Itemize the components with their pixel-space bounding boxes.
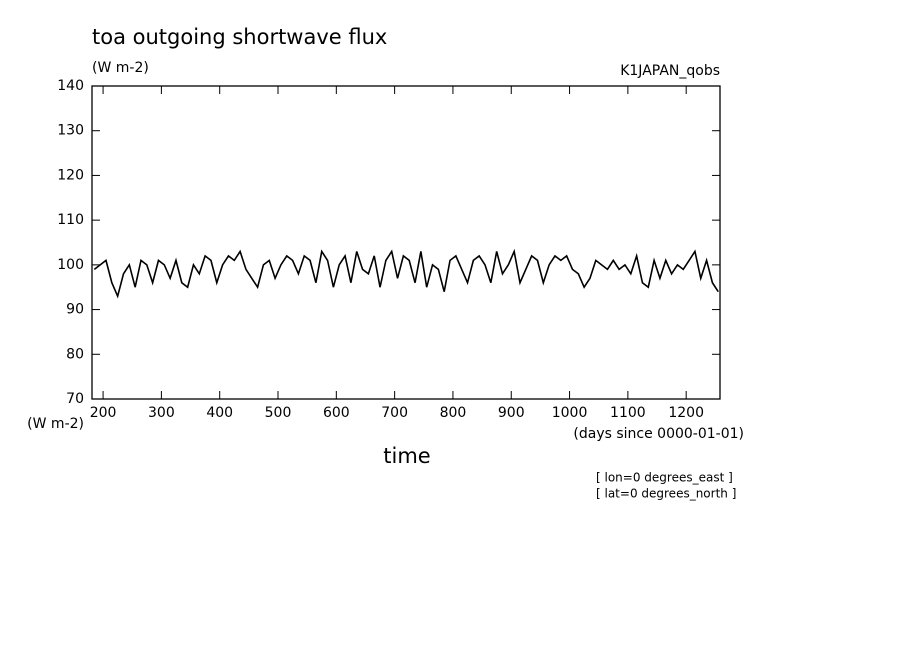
annotation: [ lat=0 degrees_north ] [596,487,736,501]
dataset-label: K1JAPAN_qobs [620,63,720,79]
y-tick-label: 140 [57,78,84,94]
x-tick-label: 200 [90,405,117,421]
plot-frame [91,85,721,400]
y-tick-label: 120 [57,167,84,183]
y-tick-label: 90 [66,302,84,318]
x-tick-label: 400 [206,405,233,421]
y-axis-label: (W m-2) [27,416,84,432]
x-tick-label: 1000 [552,405,588,421]
x-axis-label: time [383,444,430,468]
data-line [93,248,719,299]
x-tick-label: 700 [381,405,408,421]
x-tick-label: 1100 [610,405,646,421]
y-tick-label: 70 [66,391,84,407]
x-tick-label: 800 [440,405,467,421]
units: (W m-2) [92,60,149,76]
x-tick-label: 600 [323,405,350,421]
chart-title: toa outgoing shortwave flux [92,25,387,49]
x-tick-label: 500 [265,405,292,421]
y-tick-label: 80 [66,346,84,362]
y-tick-label: 100 [57,257,84,273]
x-axis-units: (days since 0000-01-01) [573,426,744,442]
x-tick-label: 900 [498,405,525,421]
y-tick-label: 130 [57,123,84,139]
x-tick-label: 1200 [668,405,704,421]
x-tick-label: 300 [148,405,175,421]
y-tick-label: 110 [57,212,84,228]
annotation: [ lon=0 degrees_east ] [596,471,733,485]
